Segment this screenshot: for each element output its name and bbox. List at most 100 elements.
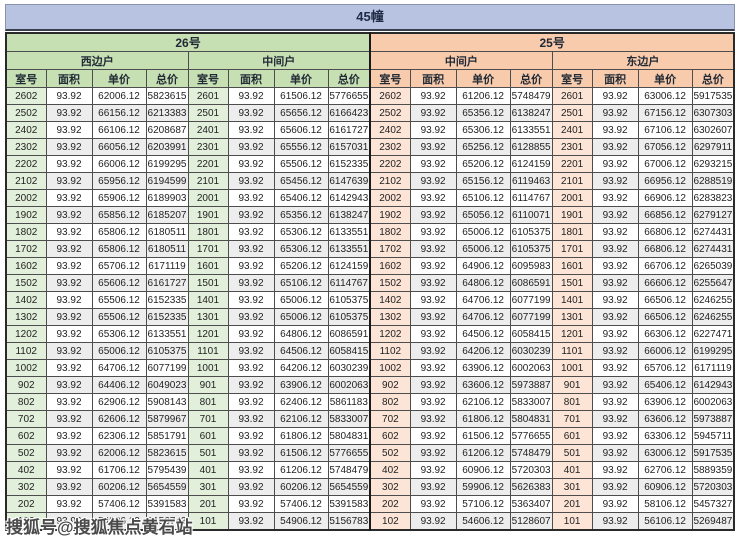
room-number-cell: 1001 [187, 359, 229, 377]
room-number-cell: 2202 [5, 155, 47, 173]
room-number-cell: 702 [369, 410, 411, 428]
table-row: 602 93.92 62306.12 5851791 601 93.92 61806.12 5… [5, 427, 735, 445]
unit-price-cell: 65006.12 [455, 240, 511, 258]
unit-price-cell: 65856.12 [91, 206, 147, 224]
area-cell: 93.92 [227, 342, 275, 360]
total-price-cell: 6288519 [691, 172, 735, 190]
unit-price-cell: 64206.12 [455, 342, 511, 360]
table-row: 2302 93.92 66056.12 6203991 2301 93.92 65556.1… [5, 138, 735, 156]
room-number-cell: 501 [551, 444, 593, 462]
unit-price-cell: 65206.12 [273, 257, 329, 275]
room-number-cell: 1401 [551, 291, 593, 309]
room-number-cell: 901 [551, 376, 593, 394]
total-price-cell: 6152335 [145, 291, 189, 309]
area-cell: 93.92 [409, 223, 457, 241]
area-cell: 93.92 [45, 172, 93, 190]
section-header-26号: 26号 [5, 32, 371, 52]
area-cell: 93.92 [227, 240, 275, 258]
area-cell: 93.92 [227, 223, 275, 241]
area-cell: 93.92 [227, 308, 275, 326]
column-header: 室号 [369, 69, 411, 88]
area-cell: 93.92 [591, 240, 639, 258]
area-cell: 93.92 [45, 155, 93, 173]
table-row: 1902 93.92 65856.12 6185207 1901 93.92 65356.1… [5, 206, 735, 224]
area-cell: 93.92 [227, 495, 275, 513]
unit-price-cell: 64906.12 [455, 257, 511, 275]
unit-price-cell: 62606.12 [91, 410, 147, 428]
room-number-cell: 601 [187, 427, 229, 445]
unit-price-cell: 66906.12 [637, 189, 693, 207]
total-price-cell: 6246255 [691, 308, 735, 326]
total-price-cell: 6293215 [691, 155, 735, 173]
area-cell: 93.92 [45, 291, 93, 309]
column-header: 室号 [187, 69, 229, 88]
unit-price-cell: 62706.12 [637, 461, 693, 479]
room-number-cell: 1301 [551, 308, 593, 326]
unit-price-cell: 67056.12 [637, 138, 693, 156]
unit-price-cell: 65406.12 [273, 189, 329, 207]
room-number-cell: 1702 [369, 240, 411, 258]
room-number-cell: 701 [551, 410, 593, 428]
column-header: 室号 [5, 69, 47, 88]
area-cell: 93.92 [227, 189, 275, 207]
area-cell: 93.92 [227, 138, 275, 156]
area-cell: 93.92 [591, 121, 639, 139]
table-row: 702 93.92 62606.12 5879967 701 93.92 62106.12 5… [5, 410, 735, 428]
total-price-cell: 6199295 [691, 342, 735, 360]
total-price-cell: 6185207 [145, 206, 189, 224]
room-number-cell: 2102 [5, 172, 47, 190]
total-price-cell: 5795439 [145, 461, 189, 479]
room-number-cell: 1801 [187, 223, 229, 241]
unit-price-cell: 65506.12 [91, 308, 147, 326]
area-cell: 93.92 [409, 444, 457, 462]
room-number-cell: 1402 [5, 291, 47, 309]
total-price-cell: 6133551 [509, 121, 553, 139]
total-price-cell: 6119463 [509, 172, 553, 190]
total-price-cell: 6171119 [691, 359, 735, 377]
unit-price-cell: 63606.12 [455, 376, 511, 394]
total-price-cell: 5776655 [327, 444, 371, 462]
unit-price-cell: 56106.12 [637, 512, 693, 531]
total-price-cell: 6142943 [691, 376, 735, 394]
unit-price-cell: 65006.12 [455, 223, 511, 241]
total-price-cell: 6297911 [691, 138, 735, 156]
area-cell: 93.92 [45, 444, 93, 462]
total-price-cell: 6077199 [509, 291, 553, 309]
total-price-cell: 6152335 [145, 308, 189, 326]
area-cell: 93.92 [227, 359, 275, 377]
unit-price-cell: 61706.12 [91, 461, 147, 479]
total-price-cell: 6030239 [509, 342, 553, 360]
table-row: 1402 93.92 65506.12 6152335 1401 93.92 65006.1… [5, 291, 735, 309]
unit-price-cell: 60206.12 [273, 478, 329, 496]
room-number-cell: 502 [369, 444, 411, 462]
unit-price-cell: 66306.12 [637, 325, 693, 343]
column-header: 单价 [91, 69, 147, 88]
room-number-cell: 801 [187, 393, 229, 411]
room-number-cell: 1201 [187, 325, 229, 343]
unit-price-cell: 66156.12 [91, 104, 147, 122]
table-row: 202 93.92 57406.12 5391583 201 93.92 57406.12 5… [5, 495, 735, 513]
unit-price-cell: 59906.12 [455, 478, 511, 496]
area-cell: 93.92 [409, 240, 457, 258]
total-price-cell: 6274431 [691, 223, 735, 241]
room-number-cell: 102 [5, 512, 47, 531]
unit-price-cell: 61206.12 [273, 461, 329, 479]
area-cell: 93.92 [45, 138, 93, 156]
room-number-cell: 2401 [187, 121, 229, 139]
total-price-cell: 5128607 [509, 512, 553, 531]
table-row: 2002 93.92 65906.12 6189903 2001 93.92 65406.1… [5, 189, 735, 207]
area-cell: 93.92 [409, 121, 457, 139]
area-cell: 93.92 [409, 155, 457, 173]
area-cell: 93.92 [591, 376, 639, 394]
area-cell: 93.92 [591, 308, 639, 326]
area-cell: 93.92 [227, 410, 275, 428]
area-cell: 93.92 [591, 172, 639, 190]
room-number-cell: 2501 [551, 104, 593, 122]
area-cell: 93.92 [45, 478, 93, 496]
unit-price-cell: 61206.12 [455, 87, 511, 105]
room-number-cell: 1701 [551, 240, 593, 258]
unit-price-cell: 65806.12 [91, 240, 147, 258]
room-number-cell: 2502 [369, 104, 411, 122]
room-number-cell: 1402 [369, 291, 411, 309]
